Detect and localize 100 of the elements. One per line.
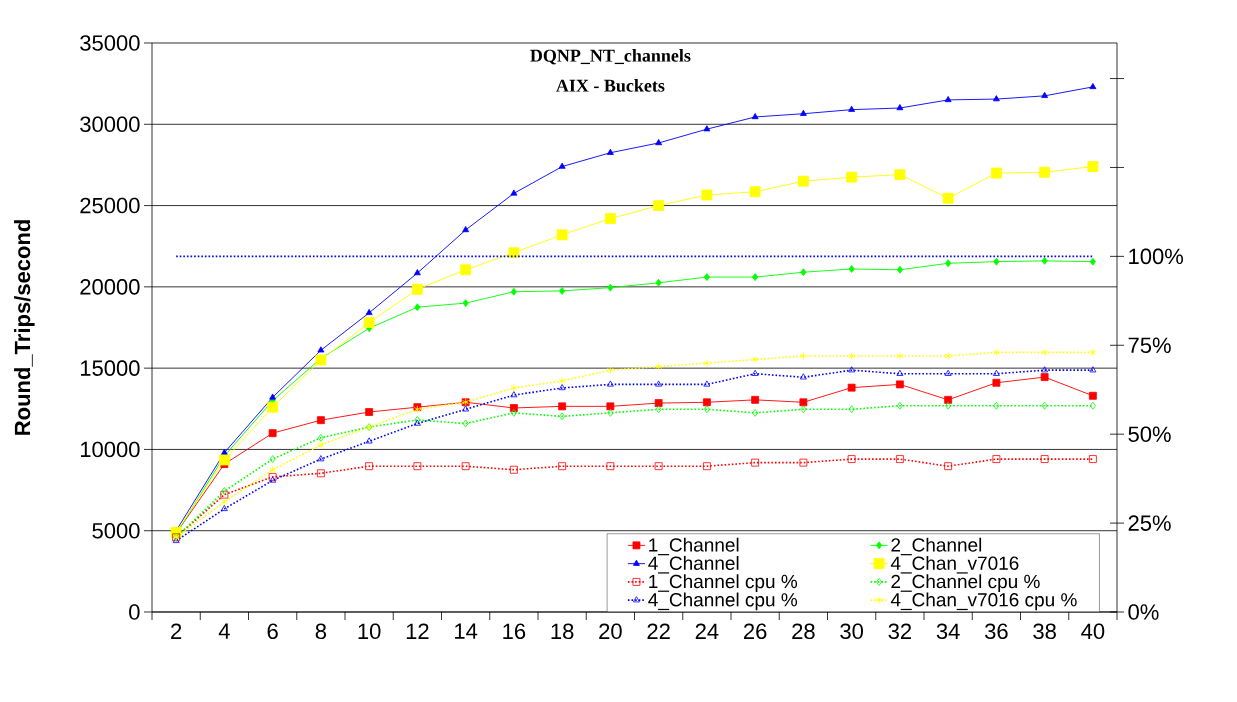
- x-tick-label: 6: [267, 623, 278, 640]
- point: [848, 366, 856, 373]
- point: [992, 378, 1001, 387]
- x-tick-label: 24: [695, 623, 719, 639]
- point: [413, 462, 422, 471]
- point: [655, 362, 663, 371]
- x-tick-label: 30: [840, 623, 863, 640]
- point: [944, 369, 952, 376]
- point: [992, 455, 1001, 463]
- y2-tick-label: 100%: [1129, 248, 1184, 265]
- point: [559, 412, 566, 421]
- x-tick-label: 20: [599, 623, 622, 640]
- point: [654, 399, 663, 407]
- point: [702, 462, 711, 471]
- point: [604, 213, 616, 224]
- x-tick-label: 4: [218, 623, 230, 639]
- y2-tick-label: 50%: [1128, 426, 1171, 442]
- point: [462, 405, 470, 412]
- point: [990, 167, 1002, 179]
- point: [654, 462, 663, 471]
- x-tick-label: 12: [406, 623, 429, 639]
- point: [1089, 366, 1097, 373]
- y-tick-label: 10000: [80, 441, 140, 458]
- point: [752, 408, 759, 417]
- text: AIX - Buckets: [556, 79, 665, 92]
- point: [655, 278, 662, 287]
- x-tick-label: 26: [744, 623, 767, 640]
- point: [460, 264, 472, 276]
- point: [896, 265, 903, 274]
- x-tick-label: 16: [503, 623, 526, 640]
- point: [365, 437, 373, 444]
- point: [411, 283, 423, 295]
- point: [799, 109, 807, 116]
- point: [702, 398, 711, 407]
- point: [944, 96, 952, 103]
- point: [365, 462, 374, 471]
- y-tick-label: 25000: [80, 197, 140, 214]
- point: [365, 308, 373, 316]
- point: [462, 419, 469, 428]
- point: [559, 287, 566, 295]
- point: [848, 352, 856, 360]
- x-tick-label: 10: [358, 623, 381, 640]
- point: [751, 355, 759, 364]
- point: [653, 200, 665, 211]
- x-tick-label: 38: [1033, 623, 1056, 640]
- legend-label: 2_Channel: [891, 537, 982, 556]
- point: [269, 455, 276, 463]
- point: [751, 113, 759, 120]
- point: [1041, 366, 1049, 373]
- point: [218, 454, 230, 466]
- point: [1041, 256, 1048, 265]
- point: [220, 497, 228, 506]
- point: [510, 189, 518, 196]
- point: [221, 487, 228, 495]
- point: [220, 504, 228, 512]
- point: [1089, 401, 1096, 410]
- point: [268, 429, 277, 438]
- legend-label: 1_Channel: [649, 537, 739, 556]
- point: [751, 369, 759, 376]
- point: [317, 433, 324, 442]
- x-tick-label: 34: [936, 623, 960, 640]
- x-tick-label: 8: [315, 623, 327, 640]
- y-tick-label: 30000: [80, 116, 140, 133]
- point: [1039, 166, 1051, 178]
- point: [944, 462, 953, 471]
- point: [510, 408, 517, 417]
- point: [799, 352, 807, 360]
- point: [317, 346, 325, 353]
- point: [606, 462, 615, 471]
- point: [461, 462, 470, 471]
- y-tick-label: 15000: [80, 360, 140, 376]
- point: [751, 395, 760, 404]
- point: [944, 395, 953, 404]
- point: [558, 162, 566, 169]
- x-tick-label: 36: [984, 623, 1008, 640]
- point: [992, 95, 1000, 102]
- point: [896, 104, 904, 111]
- point: [992, 369, 1000, 376]
- point: [992, 348, 1000, 357]
- point: [896, 401, 903, 410]
- point: [848, 105, 856, 112]
- y-tick-label: 35000: [80, 35, 140, 51]
- x-tick-label: 32: [888, 623, 912, 640]
- y-tick-label: 20000: [80, 279, 140, 295]
- x-tick-label: 22: [647, 623, 670, 639]
- point: [703, 125, 711, 132]
- x-tick-label: 14: [455, 623, 478, 639]
- point: [848, 265, 855, 273]
- point: [510, 391, 518, 398]
- point: [993, 257, 1000, 266]
- point: [317, 440, 325, 449]
- point: [607, 283, 614, 292]
- point: [558, 376, 566, 385]
- y-tick-label: 0: [129, 604, 140, 620]
- point: [413, 269, 421, 276]
- x-tick-label: 28: [792, 623, 815, 640]
- point: [703, 359, 711, 367]
- point: [606, 366, 614, 375]
- point: [655, 405, 662, 414]
- point: [749, 186, 761, 198]
